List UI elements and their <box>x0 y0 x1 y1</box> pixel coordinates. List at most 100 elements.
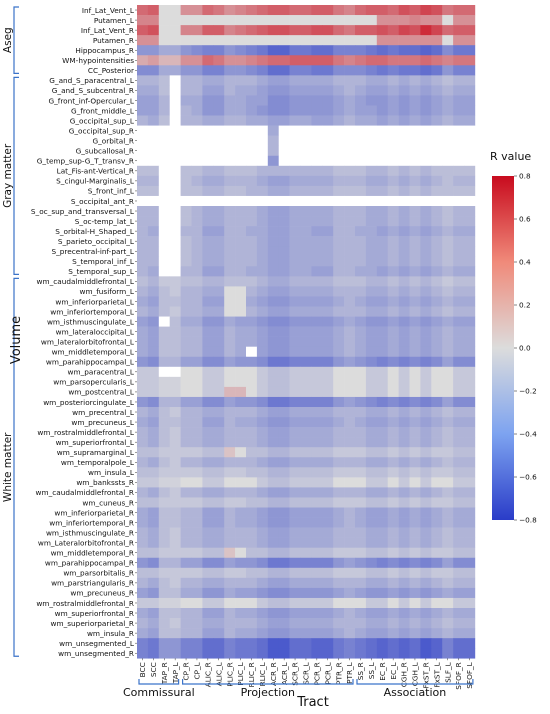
heatmap-cell <box>311 165 323 177</box>
heatmap-cell <box>431 507 443 518</box>
heatmap-cell <box>311 276 323 287</box>
heatmap-cell <box>202 427 214 438</box>
heatmap-cell <box>365 95 378 106</box>
heatmap-cell <box>147 366 160 378</box>
row-label: S_oc_sup_and_transversal_L <box>31 207 135 216</box>
column-label: RLIC_R <box>247 662 256 687</box>
heatmap-cell <box>256 246 269 257</box>
heatmap-cell <box>431 638 443 649</box>
heatmap-cell <box>169 256 181 267</box>
heatmap-cell <box>169 648 181 659</box>
heatmap-cell <box>409 135 421 146</box>
heatmap-cell <box>246 256 258 267</box>
heatmap-cell <box>202 25 214 36</box>
column-label: SS_R <box>356 662 365 680</box>
heatmap-cell <box>333 417 345 428</box>
heatmap-cell <box>409 256 421 267</box>
heatmap-cell <box>398 316 410 327</box>
heatmap-cell <box>344 527 356 538</box>
heatmap-cell <box>344 457 356 468</box>
column-label: RLIC_L <box>258 661 267 686</box>
heatmap-cell <box>235 75 247 86</box>
heatmap-cell <box>278 165 290 177</box>
heatmap-cell <box>420 567 432 579</box>
heatmap-cell <box>235 45 247 56</box>
heatmap-cell <box>180 105 192 116</box>
heatmap-cell <box>464 437 476 448</box>
heatmap-cell <box>464 5 476 16</box>
heatmap-cell <box>289 296 301 307</box>
heatmap-cell <box>376 547 388 559</box>
heatmap-cell <box>267 618 279 629</box>
heatmap-cell <box>256 55 269 66</box>
heatmap-cell <box>256 376 269 388</box>
heatmap-cell <box>355 396 367 408</box>
heatmap-cell <box>191 638 203 649</box>
heatmap-cell <box>289 326 301 337</box>
heatmap-cell <box>278 547 290 559</box>
heatmap-cell <box>246 648 258 659</box>
heatmap-cell <box>246 85 258 96</box>
heatmap-cell <box>409 185 421 197</box>
heatmap-cell <box>431 407 443 418</box>
heatmap-cell <box>147 557 160 569</box>
heatmap-cell <box>453 75 465 86</box>
heatmap-cell <box>420 417 432 428</box>
heatmap-cell <box>180 206 192 217</box>
heatmap-cell <box>464 527 476 538</box>
heatmap-cell <box>333 376 345 388</box>
heatmap-cell <box>267 648 279 659</box>
heatmap-cell <box>300 85 312 96</box>
heatmap-cell <box>420 256 432 267</box>
heatmap-cell <box>376 336 388 347</box>
heatmap-cell <box>256 25 269 36</box>
heatmap-cell <box>464 507 476 518</box>
heatmap-cell <box>464 396 476 408</box>
heatmap-cell <box>398 587 410 599</box>
heatmap-cell <box>365 648 378 659</box>
heatmap-cell <box>464 336 476 347</box>
heatmap-cell <box>311 185 323 197</box>
heatmap-cell <box>246 206 258 217</box>
row-label: CC_Posterior <box>88 66 134 75</box>
heatmap-cell <box>333 95 345 106</box>
column-label: PLIC_R <box>225 662 234 686</box>
heatmap-cell <box>169 276 181 287</box>
heatmap-cell <box>224 547 236 559</box>
heatmap-cell <box>409 45 421 56</box>
heatmap-cell <box>355 155 367 167</box>
heatmap-cell <box>398 206 410 217</box>
heatmap-cell <box>137 125 149 136</box>
heatmap-cell <box>300 487 312 498</box>
heatmap-cell <box>235 638 247 649</box>
heatmap-cell <box>202 537 214 548</box>
row-label: Hippocampus_R <box>75 46 134 55</box>
heatmap-cell <box>311 15 323 26</box>
heatmap-cell <box>158 165 170 177</box>
heatmap-cell <box>420 527 432 538</box>
heatmap-cell <box>376 537 388 548</box>
heatmap-cell <box>322 587 334 599</box>
heatmap-cell <box>344 517 356 528</box>
heatmap-cell <box>224 527 236 538</box>
heatmap-cell <box>158 386 170 398</box>
heatmap-cell <box>453 577 465 589</box>
heatmap-cell <box>420 226 432 237</box>
heatmap-cell <box>442 437 454 448</box>
heatmap-cell <box>344 125 356 136</box>
heatmap-cell <box>376 427 388 438</box>
heatmap-cell <box>224 55 236 66</box>
heatmap-cell <box>409 557 421 569</box>
heatmap-cell <box>169 185 181 197</box>
heatmap-cell <box>398 608 410 619</box>
heatmap-cell <box>202 336 214 347</box>
heatmap-cell <box>256 386 269 398</box>
heatmap-cell <box>158 266 170 277</box>
heatmap-cell <box>442 5 454 16</box>
heatmap-cell <box>333 567 345 579</box>
heatmap-cell <box>344 25 356 36</box>
heatmap-cell <box>267 537 279 548</box>
heatmap-cell <box>256 487 269 498</box>
heatmap-cell <box>442 537 454 548</box>
